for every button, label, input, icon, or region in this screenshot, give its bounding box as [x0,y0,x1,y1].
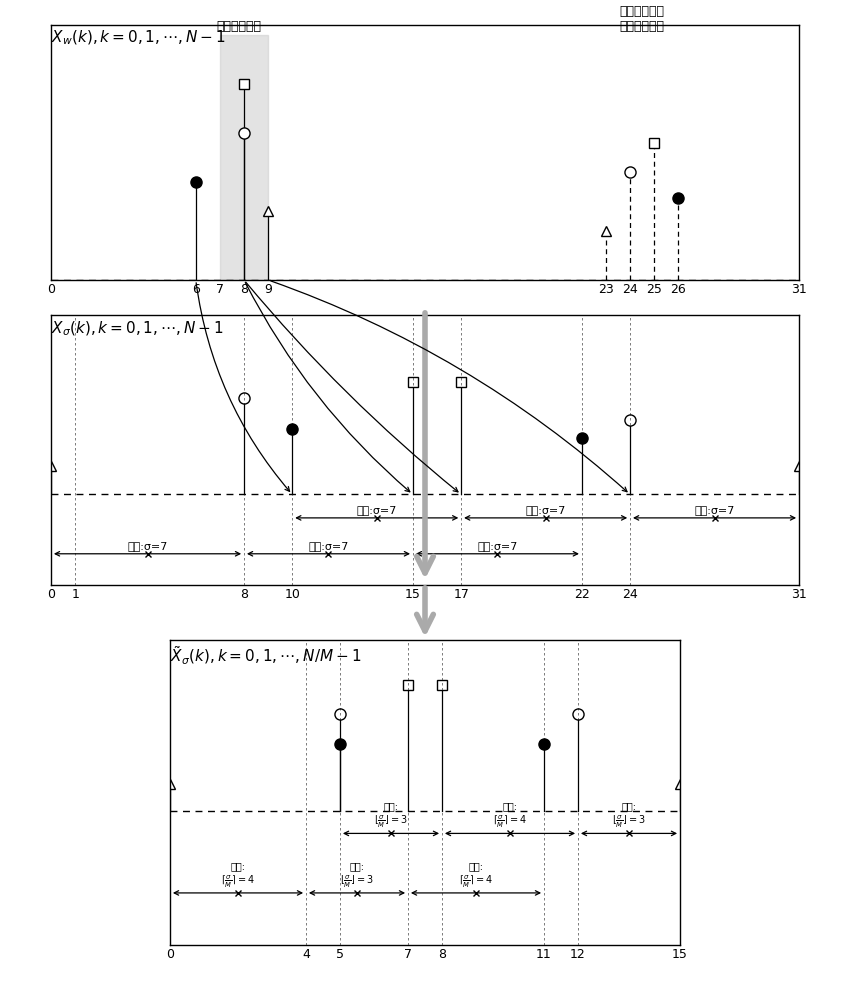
Text: 间距:
$\lceil\frac{\sigma}{M}\rceil=4$: 间距: $\lceil\frac{\sigma}{M}\rceil=4$ [493,801,527,830]
Text: $X_\sigma(k), k=0,1,\cdots,N-1$: $X_\sigma(k), k=0,1,\cdots,N-1$ [51,320,224,338]
Text: 间距:
$\lceil\frac{\sigma}{M}\rceil=4$: 间距: $\lceil\frac{\sigma}{M}\rceil=4$ [459,861,493,890]
Text: 间距:σ=7: 间距:σ=7 [128,541,167,551]
Bar [220,35,268,280]
Text: 间距:σ=7: 间距:σ=7 [477,541,518,551]
Text: 间距:
$\lfloor\frac{\sigma}{M}\rfloor=3$: 间距: $\lfloor\frac{\sigma}{M}\rfloor=3$ [612,801,646,830]
Text: 间距:
$\lfloor\frac{\sigma}{M}\rfloor=3$: 间距: $\lfloor\frac{\sigma}{M}\rfloor=3$ [374,801,408,830]
Text: 间距:σ=7: 间距:σ=7 [356,505,397,515]
Text: 间距:
$\lfloor\frac{\sigma}{M}\rfloor=3$: 间距: $\lfloor\frac{\sigma}{M}\rfloor=3$ [340,861,374,890]
Text: 间距:σ=7: 间距:σ=7 [694,505,734,515]
Text: 间距:σ=7: 间距:σ=7 [525,505,566,515]
Text: 间距:σ=7: 间距:σ=7 [309,541,348,551]
Text: 间距:
$\lceil\frac{\sigma}{M}\rceil=4$: 间距: $\lceil\frac{\sigma}{M}\rceil=4$ [221,861,255,890]
Text: 有效谐波分量
（对称分量）: 有效谐波分量 （对称分量） [620,5,665,33]
Text: $\tilde{X}_\sigma(k), k=0,1,\cdots,N/M-1$: $\tilde{X}_\sigma(k), k=0,1,\cdots,N/M-1… [170,644,362,667]
Text: 有效谐波分量: 有效谐波分量 [217,20,262,33]
Text: $X_w(k), k=0,1,\cdots,N-1$: $X_w(k), k=0,1,\cdots,N-1$ [51,29,226,47]
